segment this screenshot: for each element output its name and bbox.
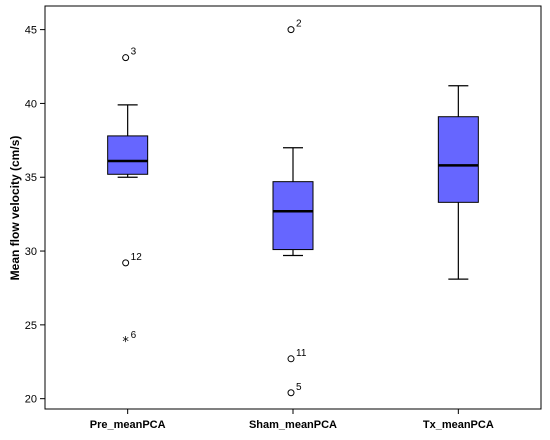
outlier-label: 3 (131, 47, 137, 58)
x-axis: Pre_meanPCA Sham_meanPCA Tx_meanPCA (90, 409, 494, 431)
iqr-box (107, 135, 149, 175)
outlier-marker (122, 259, 130, 267)
box-group: 3 12 * 6 (107, 47, 149, 350)
outlier-label: 6 (131, 330, 137, 341)
box-group (437, 85, 479, 280)
x-category-label: Pre_meanPCA (90, 419, 166, 431)
outlier-marker (287, 389, 295, 397)
x-category-label: Tx_meanPCA (423, 419, 494, 431)
outlier-label: 2 (296, 19, 302, 30)
extreme-marker: * (122, 335, 129, 350)
y-tick-label: 35 (25, 172, 37, 184)
y-tick-label: 25 (25, 320, 37, 332)
iqr-box (272, 181, 314, 251)
outlier-marker (122, 54, 130, 62)
outlier-marker (287, 355, 295, 363)
outlier-label: 5 (296, 382, 302, 393)
y-axis: 20 25 30 35 40 45 (25, 25, 45, 406)
box-group: 2 11 5 (272, 19, 314, 397)
outlier-label: 12 (131, 252, 143, 263)
iqr-box (437, 116, 479, 203)
y-tick-label: 45 (25, 25, 37, 37)
box-series: 3 12 * 6 2 11 5 (107, 19, 479, 397)
outlier-marker (287, 26, 295, 34)
outlier-label: 11 (296, 348, 307, 359)
y-tick-label: 20 (25, 394, 37, 406)
y-tick-label: 40 (25, 98, 37, 110)
y-axis-title: Mean flow velocity (cm/s) (8, 136, 22, 281)
y-tick-label: 30 (25, 246, 37, 258)
x-category-label: Sham_meanPCA (249, 419, 337, 431)
